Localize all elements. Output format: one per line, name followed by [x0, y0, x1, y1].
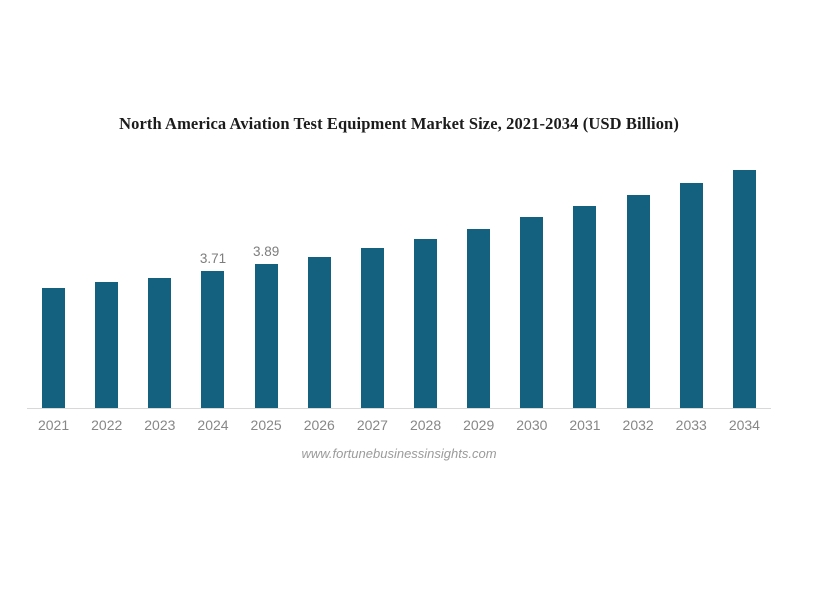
bar-2032	[626, 195, 650, 408]
bar-2026	[307, 257, 331, 408]
bar-column-2026	[293, 165, 346, 408]
bar-column-2021	[27, 165, 80, 408]
x-tick-label-2025: 2025	[250, 417, 282, 433]
bar-chart-plot-area: 3.71 3.89	[27, 165, 771, 409]
x-tick-label-2023: 2023	[144, 417, 176, 433]
x-tick-label-2031: 2031	[569, 417, 601, 433]
x-tick-label-2021: 2021	[37, 417, 70, 433]
bar-2025	[254, 264, 278, 408]
bar-2024	[201, 271, 225, 408]
bar-2031	[573, 206, 597, 408]
bar-2034	[732, 170, 756, 408]
bar-2029	[467, 229, 491, 408]
bar-column-2023	[133, 165, 186, 408]
x-tick-label-2024: 2024	[197, 417, 229, 433]
bar-2023	[148, 278, 172, 408]
x-tick-label-2034: 2034	[728, 417, 760, 433]
bar-column-2025: 3.89	[240, 165, 293, 408]
bar-column-2029	[452, 165, 505, 408]
x-tick-label-2033: 2033	[675, 417, 707, 433]
chart-title: North America Aviation Test Equipment Ma…	[119, 114, 679, 133]
x-tick-label-2029: 2029	[463, 417, 495, 433]
bar-column-2022	[80, 165, 133, 408]
bar-column-2028	[399, 165, 452, 408]
x-tick-label-2028: 2028	[409, 417, 442, 433]
x-axis-tick-labels: 2021 2022 2023 2024 2025 2026 2027 2028 2029 2030…	[27, 417, 771, 433]
bar-column-2031	[558, 165, 611, 408]
chart-figure: North America Aviation Test Equipment Ma…	[27, 114, 771, 461]
source-attribution: www.fortunebusinessinsights.com	[301, 446, 497, 461]
bar-2022	[95, 282, 119, 408]
bar-column-2034	[718, 165, 771, 408]
bar-value-label-2025: 3.89	[252, 244, 280, 259]
x-tick-label-2030: 2030	[516, 417, 548, 433]
bar-2021	[42, 288, 66, 408]
x-tick-label-2026: 2026	[303, 417, 335, 433]
bar-column-2032	[612, 165, 665, 408]
bar-column-2033	[665, 165, 718, 408]
bar-column-2024: 3.71	[186, 165, 239, 408]
x-tick-label-2022: 2022	[91, 417, 123, 433]
bar-column-2027	[346, 165, 399, 408]
bar-value-label-2024: 3.71	[199, 251, 227, 266]
x-tick-label-2027: 2027	[356, 417, 388, 433]
bar-column-2030	[505, 165, 558, 408]
bar-2033	[679, 183, 703, 408]
bar-2030	[520, 217, 544, 408]
bar-2028	[414, 239, 438, 408]
bar-2027	[360, 248, 384, 408]
x-tick-label-2032: 2032	[622, 417, 654, 433]
